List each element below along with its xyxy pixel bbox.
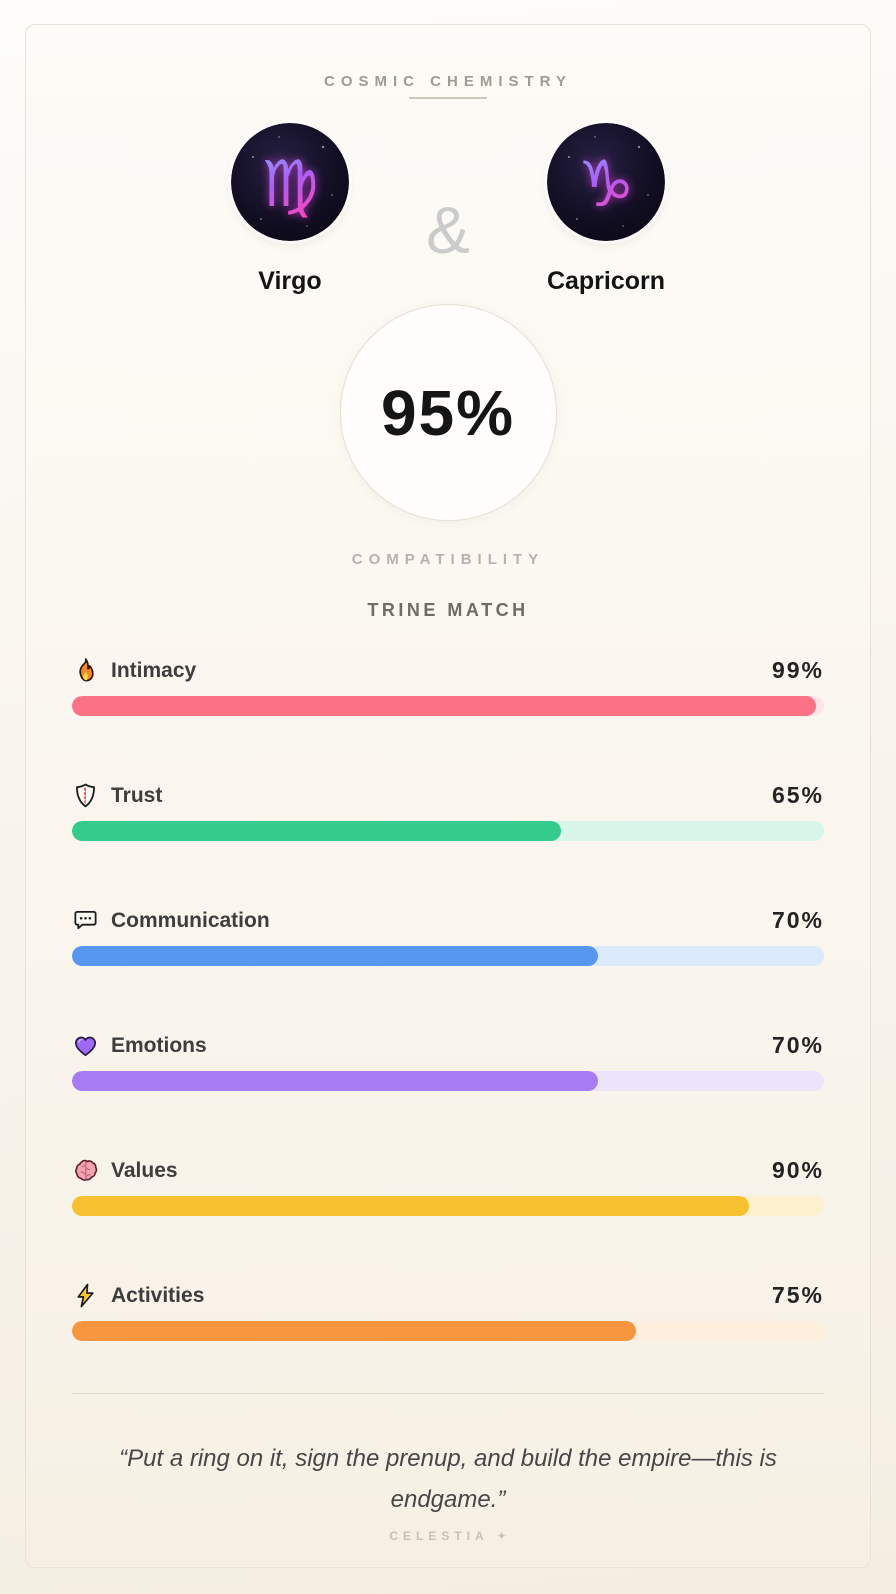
sparkle-icon: ✦ [496, 1528, 507, 1543]
lightning-icon [72, 1282, 99, 1309]
sign-left-name: Virgo [258, 267, 322, 295]
stat-head: Activities 75% [72, 1282, 824, 1309]
stat-bar-track [72, 1196, 824, 1216]
shield-icon [72, 782, 99, 809]
stat-bar-track [72, 946, 824, 966]
fire-icon [72, 657, 99, 684]
stat-head: Intimacy 99% [72, 657, 824, 684]
stat-bar-track [72, 1321, 824, 1341]
stats-list: Intimacy 99% Trust 65% Communication 70% Emoti… [72, 657, 824, 1341]
sign-right-name: Capricorn [546, 267, 666, 295]
stat-bar-fill [72, 696, 817, 716]
title-underline [409, 97, 487, 99]
stat-label: Values [111, 1158, 178, 1182]
stat-value: 75% [771, 1282, 824, 1308]
svg-text:♑: ♑ [577, 148, 634, 222]
stat-value: 70% [771, 907, 824, 933]
ampersand-separator: & [425, 193, 471, 267]
stat-bar-fill [72, 946, 599, 966]
stat-row: Activities 75% [72, 1282, 824, 1341]
speech-bubble-icon [72, 907, 99, 934]
sign-right: ♑ ♑ Capricorn [488, 123, 724, 296]
stat-bar-track [72, 821, 824, 841]
compatibility-label: COMPATIBILITY [351, 551, 545, 568]
purple-heart-icon [72, 1032, 99, 1059]
score-circle: 95% [339, 304, 557, 521]
stat-label: Emotions [111, 1033, 207, 1057]
stat-head: Values 90% [72, 1157, 824, 1184]
stat-head: Communication 70% [72, 907, 824, 934]
stat-bar-track [72, 696, 824, 716]
stat-row: Emotions 70% [72, 1032, 824, 1091]
stat-label: Trust [111, 783, 163, 807]
stat-value: 70% [771, 1032, 824, 1058]
stat-value: 90% [771, 1157, 824, 1183]
stat-label: Intimacy [111, 658, 197, 682]
svg-text:♑: ♑ [577, 148, 634, 222]
stat-row: Trust 65% [72, 782, 824, 841]
stat-bar-fill [72, 821, 561, 841]
stat-bar-fill [72, 1071, 599, 1091]
stat-row: Intimacy 99% [72, 657, 824, 716]
stat-head: Trust 65% [72, 782, 824, 809]
brand-name: CELESTIA [389, 1528, 489, 1543]
stat-value: 65% [771, 782, 824, 808]
page-title: COSMIC CHEMISTRY [324, 73, 572, 90]
stat-bar-fill [72, 1196, 749, 1216]
capricorn-zodiac-icon: ♑ ♑ [547, 123, 665, 241]
stat-bar-fill [72, 1321, 636, 1341]
stat-label: Communication [111, 908, 270, 932]
score-value: 95% [380, 376, 516, 449]
score-section: 95% [72, 304, 824, 521]
svg-text:♍: ♍ [261, 148, 318, 222]
stat-row: Values 90% [72, 1157, 824, 1216]
match-type-label: TRINE MATCH [367, 600, 529, 620]
virgo-zodiac-icon: ♍ ♍ [231, 123, 349, 241]
zodiac-pair-row: ♍ ♍ Virgo & ♑ ♑ Capricorn [72, 123, 824, 296]
brand-footer: CELESTIA ✦ [72, 1529, 824, 1543]
stat-row: Communication 70% [72, 907, 824, 966]
svg-text:♍: ♍ [261, 148, 318, 222]
compatibility-card: COSMIC CHEMISTRY ♍ ♍ Virgo & ♑ ♑ Capricorn… [25, 24, 871, 1568]
brain-icon [72, 1157, 99, 1184]
divider [72, 1393, 824, 1394]
stat-value: 99% [771, 657, 824, 683]
stat-head: Emotions 70% [72, 1032, 824, 1059]
stat-label: Activities [111, 1283, 205, 1307]
quote-text: “Put a ring on it, sign the prenup, and … [119, 1445, 777, 1514]
stat-bar-track [72, 1071, 824, 1091]
sign-left: ♍ ♍ Virgo [172, 123, 408, 296]
